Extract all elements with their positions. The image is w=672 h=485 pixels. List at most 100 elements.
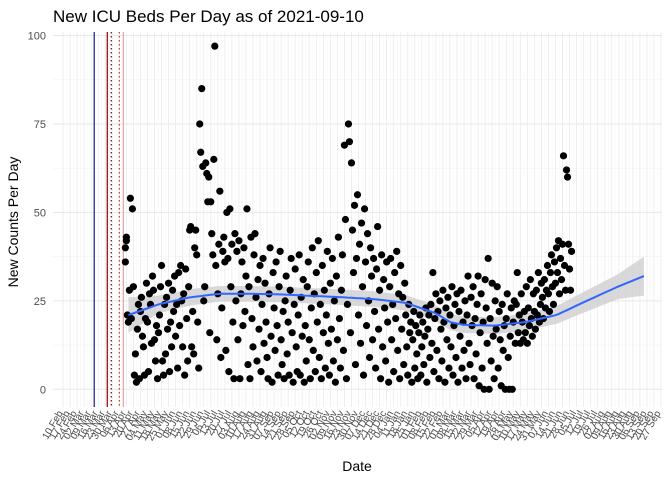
data-point bbox=[307, 304, 315, 312]
data-point bbox=[433, 346, 441, 354]
data-point bbox=[231, 230, 239, 238]
data-point bbox=[288, 329, 296, 337]
data-point bbox=[318, 261, 326, 270]
data-point bbox=[549, 300, 558, 309]
data-point bbox=[474, 272, 482, 280]
data-point bbox=[174, 364, 182, 372]
data-point bbox=[296, 371, 304, 379]
data-point bbox=[532, 286, 540, 294]
data-point bbox=[314, 237, 322, 245]
data-point bbox=[416, 311, 424, 319]
data-point bbox=[268, 378, 276, 386]
data-point bbox=[213, 336, 221, 344]
data-point bbox=[165, 368, 174, 376]
data-point bbox=[249, 343, 257, 351]
data-point bbox=[279, 307, 287, 316]
data-point bbox=[544, 290, 553, 298]
data-point bbox=[149, 286, 158, 294]
data-point bbox=[555, 290, 564, 298]
y-tick-label: 75 bbox=[34, 119, 46, 131]
data-point bbox=[436, 297, 444, 305]
data-point bbox=[507, 304, 515, 312]
data-point bbox=[415, 329, 423, 337]
data-point bbox=[262, 318, 270, 326]
data-point bbox=[400, 360, 408, 369]
data-point bbox=[317, 375, 325, 383]
chart-title: New ICU Beds Per Day as of 2021-09-10 bbox=[53, 7, 364, 26]
data-point bbox=[556, 254, 565, 263]
data-point bbox=[492, 325, 500, 333]
data-point bbox=[557, 276, 566, 284]
data-point bbox=[534, 268, 542, 277]
data-point bbox=[347, 159, 356, 167]
data-point bbox=[277, 336, 285, 344]
data-point bbox=[410, 307, 418, 316]
data-point bbox=[323, 247, 331, 255]
data-point bbox=[561, 286, 570, 294]
data-point bbox=[227, 283, 235, 291]
smooth-trend-line bbox=[128, 275, 645, 327]
data-point bbox=[153, 375, 162, 383]
data-point bbox=[563, 173, 572, 181]
data-point bbox=[200, 297, 208, 305]
data-point bbox=[179, 343, 187, 351]
confidence-band bbox=[128, 256, 644, 334]
data-point bbox=[420, 360, 428, 369]
data-point bbox=[184, 357, 192, 365]
data-point bbox=[197, 148, 205, 156]
data-point bbox=[417, 371, 425, 379]
data-point bbox=[232, 297, 240, 305]
data-point bbox=[335, 314, 344, 323]
data-point bbox=[159, 371, 168, 379]
data-point bbox=[190, 350, 198, 358]
data-point bbox=[376, 286, 384, 294]
data-point bbox=[408, 378, 416, 386]
data-point bbox=[187, 222, 195, 231]
data-point bbox=[334, 233, 343, 241]
data-point bbox=[163, 325, 172, 333]
data-point bbox=[560, 261, 569, 270]
data-point bbox=[336, 364, 345, 372]
data-point bbox=[207, 198, 215, 206]
data-point bbox=[378, 251, 386, 259]
data-point bbox=[196, 120, 204, 128]
data-point bbox=[343, 300, 352, 309]
data-point bbox=[304, 258, 312, 266]
data-point bbox=[326, 279, 334, 287]
data-point bbox=[441, 378, 449, 386]
data-point bbox=[217, 353, 225, 362]
data-point bbox=[166, 318, 175, 326]
data-point bbox=[471, 314, 479, 323]
data-point bbox=[308, 244, 316, 252]
data-point bbox=[444, 293, 452, 301]
data-point bbox=[133, 325, 142, 333]
data-point bbox=[464, 272, 472, 280]
data-point bbox=[151, 357, 160, 365]
data-point bbox=[456, 332, 464, 340]
data-point bbox=[230, 375, 238, 383]
data-point bbox=[477, 290, 485, 298]
data-point bbox=[356, 339, 365, 347]
data-point bbox=[148, 272, 157, 280]
data-point bbox=[525, 322, 533, 330]
data-point bbox=[266, 244, 274, 252]
data-point bbox=[349, 268, 358, 277]
data-point bbox=[446, 311, 454, 319]
data-point bbox=[538, 293, 547, 301]
data-point bbox=[451, 300, 459, 309]
data-point bbox=[479, 318, 487, 326]
data-point bbox=[413, 350, 421, 358]
data-point bbox=[425, 311, 433, 319]
data-point bbox=[365, 353, 374, 362]
data-point bbox=[219, 247, 227, 255]
data-point bbox=[460, 346, 468, 354]
data-point bbox=[346, 329, 355, 337]
data-point bbox=[517, 290, 525, 298]
data-point bbox=[292, 343, 300, 351]
data-point bbox=[495, 307, 503, 316]
data-point bbox=[533, 311, 541, 319]
data-point bbox=[198, 85, 206, 93]
data-point bbox=[391, 268, 399, 277]
data-point bbox=[443, 336, 451, 344]
